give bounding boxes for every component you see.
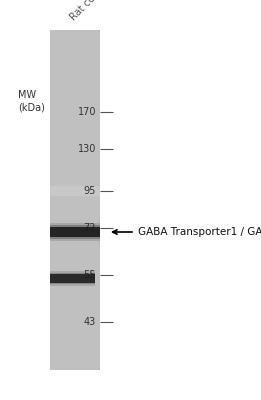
Bar [50,186,100,196]
Text: 43: 43 [84,317,96,327]
Text: Rat cerebellum: Rat cerebellum [68,0,128,22]
Bar [50,273,95,284]
Bar [50,225,100,239]
Bar [50,223,100,241]
Bar [50,271,95,286]
Text: 170: 170 [78,107,96,117]
Text: MW
(kDa): MW (kDa) [18,90,45,112]
Bar [50,227,100,237]
Text: 95: 95 [84,186,96,196]
Text: 72: 72 [84,223,96,233]
Bar [50,274,95,283]
Text: 130: 130 [78,144,96,154]
Bar [50,30,100,370]
Text: 55: 55 [84,270,96,280]
Text: GABA Transporter1 / GAT1: GABA Transporter1 / GAT1 [138,227,261,237]
